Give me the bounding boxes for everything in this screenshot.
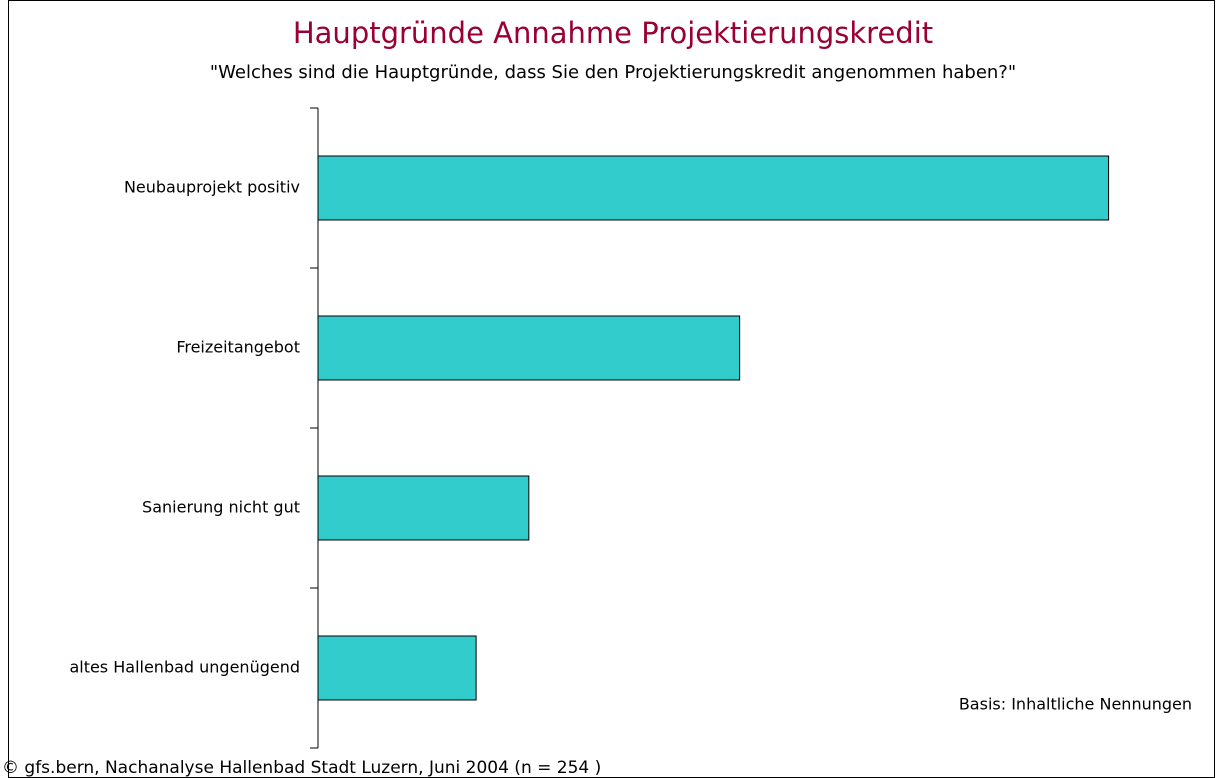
bar — [317, 315, 741, 381]
bar — [317, 155, 1110, 221]
bar — [317, 635, 477, 701]
category-label: altes Hallenbad ungenügend — [69, 658, 300, 677]
category-label: Neubauprojekt positiv — [124, 178, 300, 197]
category-label: Freizeitangebot — [176, 338, 300, 357]
chart-subtitle: "Welches sind die Hauptgründe, dass Sie … — [210, 62, 1016, 83]
category-label: Sanierung nicht gut — [142, 498, 300, 517]
bar — [317, 475, 530, 541]
chart-title: Hauptgründe Annahme Projektierungskredit — [293, 16, 933, 50]
source: © gfs.bern, Nachanalyse Hallenbad Stadt … — [2, 758, 601, 778]
annotation: Basis: Inhaltliche Nennungen — [959, 695, 1192, 714]
